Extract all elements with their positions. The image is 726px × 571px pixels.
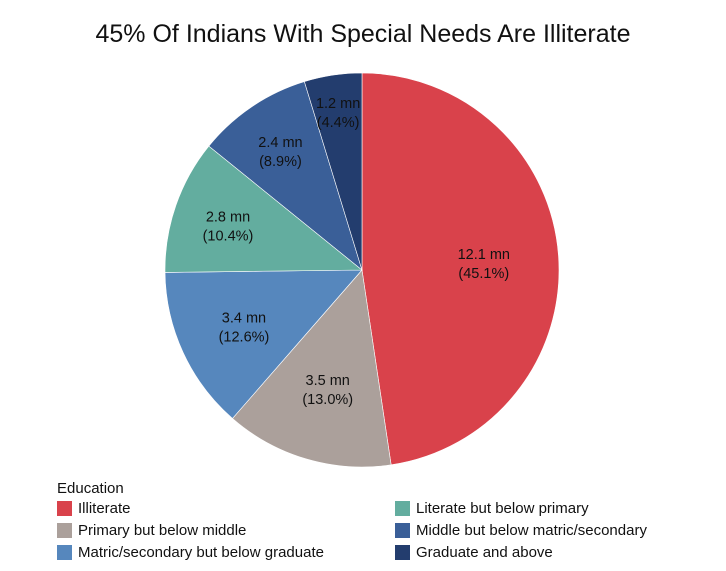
legend-label: Graduate and above (416, 544, 553, 561)
legend-item-literate-but-below-primary: Literate but below primary (395, 500, 589, 517)
slice-value-label: 12.1 mn (458, 247, 510, 263)
slice-value-label: 3.5 mn (306, 373, 350, 389)
legend-swatch (395, 523, 410, 538)
slice-graduate-and-above (304, 72, 363, 271)
slice-percent-label: (10.4%) (203, 229, 254, 245)
legend-item-graduate-and-above: Graduate and above (395, 544, 553, 561)
legend-swatch (395, 545, 410, 560)
slice-percent-label: (13.0%) (302, 392, 353, 408)
legend-item-illiterate: Illiterate (57, 500, 131, 517)
slice-value-label: 1.2 mn (316, 96, 360, 112)
slice-percent-label: (45.1%) (458, 266, 509, 282)
pie-labels: 12.1 mn (45.1%) 3.5 mn (13.0%) 3.4 mn (12.6%)… (203, 96, 510, 408)
slice-percent-label: (4.4%) (317, 115, 360, 131)
legend-item-primary-but-below-middle: Primary but below middle (57, 522, 246, 539)
slice-percent-label: (12.6%) (219, 330, 270, 346)
legend-swatch (57, 523, 72, 538)
slice-middle-but-below-matric-secondary (208, 81, 363, 271)
legend-label: Matric/secondary but below graduate (78, 544, 324, 561)
slice-illiterate (361, 72, 560, 466)
chart-title: 45% Of Indians With Special Needs Are Il… (95, 20, 631, 48)
legend-swatch (57, 545, 72, 560)
legend-swatch (395, 501, 410, 516)
legend-label: Primary but below middle (78, 522, 247, 539)
slice-literate-but-below-primary (164, 145, 363, 273)
pie-slices (164, 72, 560, 468)
legend-label: Illiterate (78, 500, 131, 517)
legend-item-matric-secondary-but-below-graduate: Matric/secondary but below graduate (57, 544, 324, 561)
slice-primary-but-below-middle (232, 269, 392, 468)
legend-swatch (57, 501, 72, 516)
legend-item-middle-but-below-matric-secondary: Middle but below matric/secondary (395, 522, 647, 539)
slice-value-label: 2.8 mn (206, 210, 250, 226)
slice-value-label: 3.4 mn (222, 311, 266, 327)
slice-value-label: 2.4 mn (258, 135, 302, 151)
legend-title: Education (57, 480, 124, 497)
slice-percent-label: (8.9%) (259, 154, 302, 170)
slice-matric-secondary-but-below-graduate (164, 269, 363, 419)
legend-label: Literate but below primary (416, 500, 589, 517)
legend-label: Middle but below matric/secondary (416, 522, 647, 539)
